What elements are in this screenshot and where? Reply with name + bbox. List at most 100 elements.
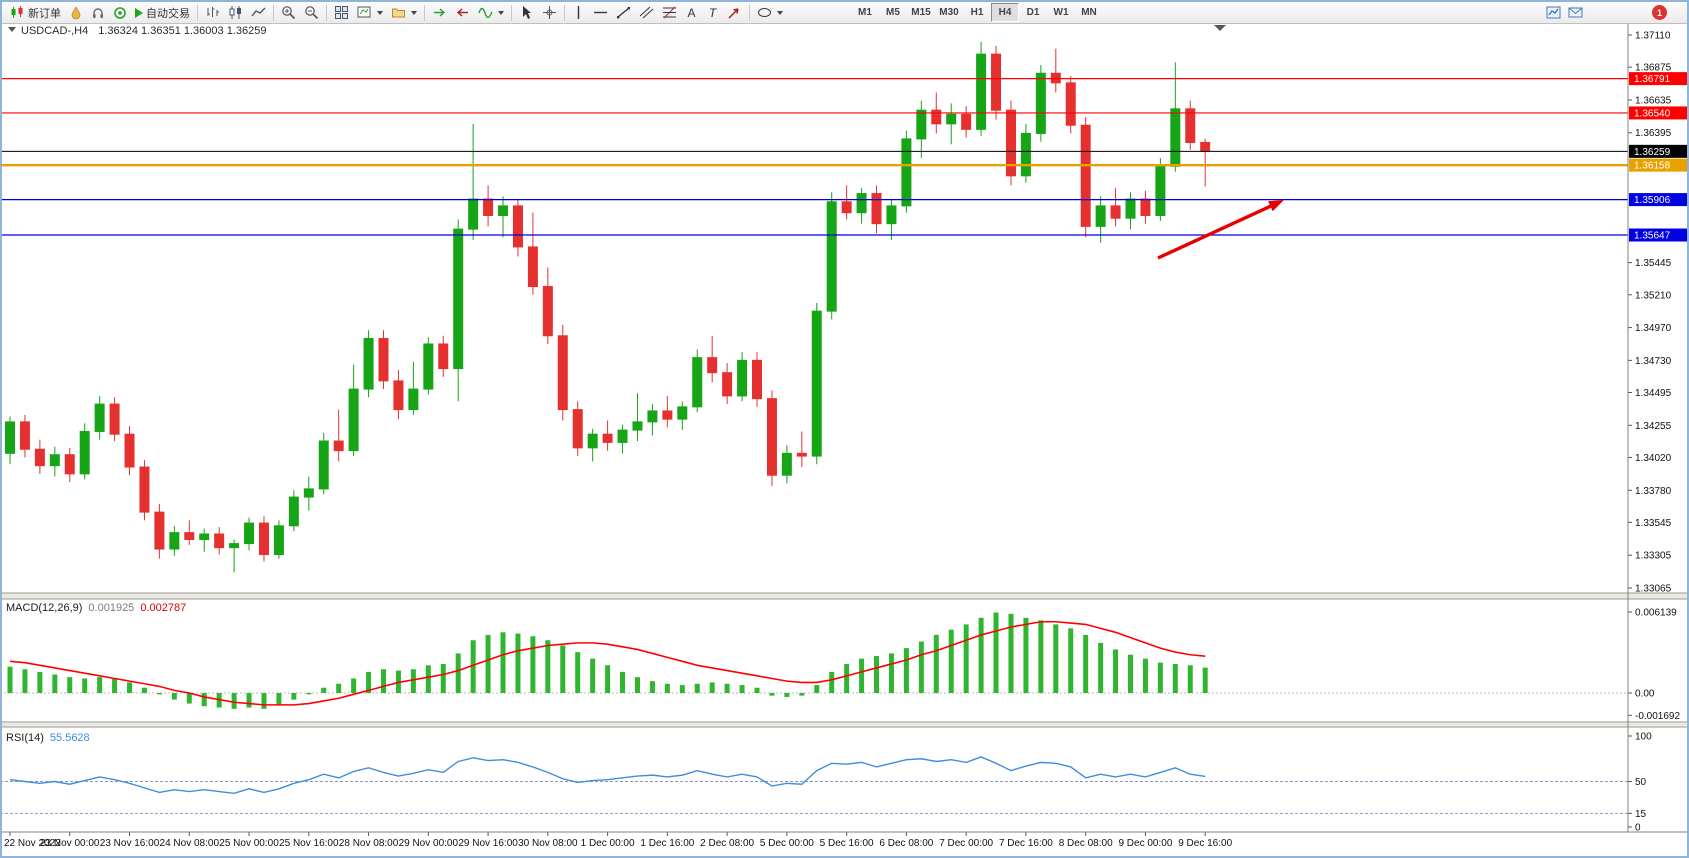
vertical-line-icon xyxy=(577,6,580,19)
text-tool-button[interactable]: A xyxy=(681,3,702,23)
channel-button[interactable] xyxy=(635,3,658,23)
timeframe-m30-button[interactable]: M30 xyxy=(939,7,959,18)
price-tag-label: 1.36259 xyxy=(1634,147,1671,158)
price-tag-label: 1.35647 xyxy=(1634,231,1671,242)
timeframe-h1-button[interactable]: H1 xyxy=(970,7,984,18)
zoom-in-button[interactable] xyxy=(277,3,300,23)
timeframe-m1-button[interactable]: M1 xyxy=(858,7,872,18)
macd-histogram-bar xyxy=(1113,649,1119,693)
price-tick-label: 1.34495 xyxy=(1635,388,1672,399)
candle-up xyxy=(498,205,509,216)
macd-histogram-bar xyxy=(127,682,133,693)
rsi-panel[interactable]: RSI(14) 55.5628 xyxy=(0,732,1628,814)
candle-down xyxy=(752,359,762,400)
label-tool-button[interactable]: T xyxy=(702,3,723,23)
candlestick-chart-type-button[interactable] xyxy=(224,3,247,23)
shapes-button[interactable] xyxy=(753,3,787,23)
candle-down xyxy=(961,113,972,130)
rsi-tick-label: 100 xyxy=(1635,732,1652,743)
symbol-dropdown-icon[interactable] xyxy=(8,27,16,32)
date-label: 28 Nov 08:00 xyxy=(339,838,399,849)
autotrade-button[interactable]: 自动交易 xyxy=(131,3,194,23)
main-chart-panel[interactable]: USDCAD-,H4 1.36324 1.36351 1.36003 1.3625… xyxy=(0,25,1628,573)
timeframe-w1-button[interactable]: W1 xyxy=(1053,7,1069,18)
candle-down xyxy=(662,410,673,420)
candle-down xyxy=(34,448,45,467)
trend-arrow-object[interactable] xyxy=(1157,202,1276,260)
crosshair-button[interactable] xyxy=(538,3,561,23)
macd-histogram-bar xyxy=(590,658,596,693)
zoom-out-button[interactable] xyxy=(300,3,323,23)
date-label: 2 Dec 08:00 xyxy=(700,838,754,849)
panel-separator[interactable] xyxy=(0,722,1689,727)
timeframe-mn-button[interactable]: MN xyxy=(1081,7,1097,18)
trend-arrow-head[interactable] xyxy=(1268,200,1284,212)
macd-histogram-bar xyxy=(1053,624,1059,693)
macd-histogram-bar xyxy=(724,683,730,693)
candle-up xyxy=(1095,205,1106,227)
new-chart-button[interactable] xyxy=(353,3,387,23)
macd-histogram-bar xyxy=(470,640,476,693)
chart-profiles-button[interactable] xyxy=(387,3,421,23)
trendline-button[interactable] xyxy=(612,3,635,23)
mailbox-icon[interactable] xyxy=(1568,5,1583,20)
auto-scroll-icon xyxy=(434,8,446,17)
bar-chart-type-button[interactable] xyxy=(201,3,224,23)
arrows-tool-button[interactable] xyxy=(723,3,746,23)
headset-button[interactable] xyxy=(87,3,109,23)
candle-up xyxy=(94,403,105,432)
vertical-line-button[interactable] xyxy=(568,3,589,23)
macd-histogram-bar xyxy=(1172,663,1178,693)
cursor-button[interactable] xyxy=(515,3,538,23)
macd-histogram-bar xyxy=(261,693,267,709)
price-axis[interactable]: 1.36791 1.36540 1.36259 1.36158 1.35906 1.356… xyxy=(1628,31,1688,834)
macd-histogram-bar xyxy=(231,693,237,709)
timeframe-d1-button[interactable]: D1 xyxy=(1026,7,1040,18)
timeframe-m15-button[interactable]: M15 xyxy=(911,7,931,18)
macd-histogram-bar xyxy=(634,677,640,693)
macd-histogram-bar xyxy=(246,693,252,708)
toolbar-separator xyxy=(326,4,327,21)
candle-down xyxy=(214,533,225,549)
line-chart-icon xyxy=(251,7,266,17)
timeframe-h4-button[interactable]: H4 xyxy=(991,3,1019,22)
candle-up xyxy=(647,410,658,423)
droplet-button[interactable] xyxy=(65,3,87,23)
new-order-button[interactable]: 新订单 xyxy=(6,3,65,23)
chart-shift-button[interactable] xyxy=(451,3,474,23)
macd-histogram-bar xyxy=(67,677,73,693)
toolbar-separator xyxy=(749,4,750,21)
community-button[interactable] xyxy=(109,3,131,23)
notification-badge[interactable]: 1 xyxy=(1652,5,1667,20)
macd-histogram-bar xyxy=(874,656,880,693)
candle-down xyxy=(1140,198,1151,216)
price-tag-label: 1.36158 xyxy=(1634,161,1671,172)
line-chart-type-button[interactable] xyxy=(247,3,270,23)
price-tag xyxy=(1629,144,1688,158)
chevron-down-icon xyxy=(377,10,383,15)
price-tag xyxy=(1629,193,1688,207)
candle-up xyxy=(811,310,822,457)
chart-shift-marker[interactable] xyxy=(1214,25,1226,31)
macd-histogram-bar xyxy=(560,645,566,693)
chevron-down-icon xyxy=(498,10,504,15)
macd-histogram-bar xyxy=(993,612,999,693)
auto-scroll-button[interactable] xyxy=(428,3,451,23)
tile-windows-button[interactable] xyxy=(330,3,353,23)
macd-histogram-bar xyxy=(978,617,984,693)
timeframe-m5-button[interactable]: M5 xyxy=(886,7,900,18)
macd-histogram-bar xyxy=(844,663,850,693)
candle-down xyxy=(258,522,269,556)
panel-separator[interactable] xyxy=(0,593,1689,599)
indicators-button[interactable] xyxy=(474,3,508,23)
macd-panel[interactable]: MACD(12,26,9) 0.001925 0.002787 xyxy=(0,602,1628,709)
candle-down xyxy=(991,53,1002,111)
signals-icon[interactable] xyxy=(1546,5,1561,20)
price-tick-label: 1.33065 xyxy=(1635,584,1672,595)
candle-down xyxy=(931,109,942,125)
fibonacci-button[interactable] xyxy=(658,3,681,23)
horizontal-line-button[interactable] xyxy=(589,3,612,23)
macd-histogram-bar xyxy=(769,693,775,696)
